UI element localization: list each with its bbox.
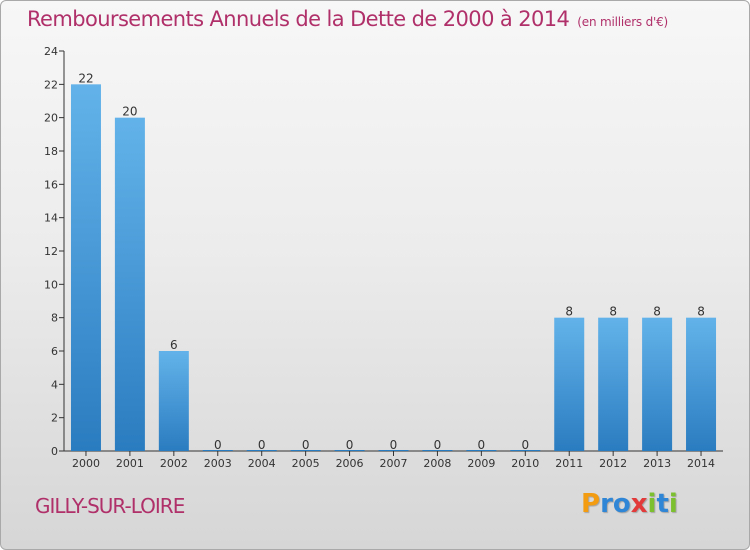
bar-2006 <box>334 450 365 451</box>
y-tick-label-8: 8 <box>51 312 58 325</box>
logo-letter-6: i <box>668 489 678 519</box>
bar-2007 <box>378 450 409 451</box>
bar-2010 <box>510 450 541 451</box>
x-tick-label-2010: 2010 <box>511 457 539 470</box>
x-tick-label-2002: 2002 <box>160 457 188 470</box>
y-tick-label-22: 22 <box>44 78 58 91</box>
y-tick-label-20: 20 <box>44 112 58 125</box>
data-label-2003: 0 <box>214 438 222 452</box>
y-tick-label-10: 10 <box>44 278 58 291</box>
y-tick-label-0: 0 <box>51 445 58 458</box>
x-tick-label-2003: 2003 <box>204 457 232 470</box>
proxiti-logo[interactable]: Proxiti <box>581 489 678 519</box>
x-tick-label-2007: 2007 <box>380 457 408 470</box>
data-label-2009: 0 <box>478 438 486 452</box>
data-label-2012: 8 <box>609 305 617 319</box>
chart-title-text: Remboursements Annuels de la Dette de 20… <box>27 7 570 31</box>
data-label-2008: 0 <box>434 438 442 452</box>
y-tick-label-24: 24 <box>44 45 58 58</box>
logo-letter-1: r <box>600 489 613 519</box>
y-tick-label-16: 16 <box>44 178 58 191</box>
chart-title: Remboursements Annuels de la Dette de 20… <box>27 7 668 31</box>
logo-letter-0: P <box>581 489 601 519</box>
x-tick-label-2004: 2004 <box>248 457 276 470</box>
bar-2002 <box>158 351 189 451</box>
y-tick-label-18: 18 <box>44 145 58 158</box>
bar-2013 <box>642 317 673 451</box>
logo-letter-2: o <box>612 489 631 519</box>
x-tick-label-2014: 2014 <box>687 457 715 470</box>
data-label-2002: 6 <box>170 338 178 352</box>
chart-subtitle: (en milliers d'€) <box>577 15 669 29</box>
bar-2014 <box>686 317 717 451</box>
x-tick-label-2001: 2001 <box>116 457 144 470</box>
x-tick-label-2000: 2000 <box>72 457 100 470</box>
y-tick-label-14: 14 <box>44 212 58 225</box>
x-tick-label-2012: 2012 <box>599 457 627 470</box>
data-label-2001: 20 <box>122 105 137 119</box>
data-label-2000: 22 <box>78 71 93 85</box>
chart-labels: 22 20 6 0 0 0 0 0 0 0 0 8 8 8 8 <box>78 71 705 452</box>
x-tick-label-2013: 2013 <box>643 457 671 470</box>
bar-2004 <box>246 450 277 451</box>
y-tick-label-2: 2 <box>51 412 58 425</box>
data-label-2010: 0 <box>521 438 529 452</box>
logo-letter-3: x <box>630 489 648 519</box>
bar-2009 <box>466 450 497 451</box>
bar-2012 <box>598 317 629 451</box>
bar-2008 <box>422 450 453 451</box>
x-tick-label-2005: 2005 <box>292 457 320 470</box>
data-label-2004: 0 <box>258 438 266 452</box>
logo-letter-5: t <box>656 489 669 519</box>
data-label-2007: 0 <box>390 438 398 452</box>
x-tick-label-2011: 2011 <box>555 457 583 470</box>
data-label-2014: 8 <box>697 305 705 319</box>
data-label-2006: 0 <box>346 438 354 452</box>
x-tick-label-2006: 2006 <box>336 457 364 470</box>
data-label-2013: 8 <box>653 305 661 319</box>
bar-2001 <box>114 117 145 452</box>
bar-2005 <box>290 450 321 451</box>
x-tick-label-2009: 2009 <box>467 457 495 470</box>
chart-bars <box>70 84 717 452</box>
y-tick-label-6: 6 <box>51 345 58 358</box>
bar-2003 <box>202 450 233 451</box>
logo-letter-4: i <box>647 489 657 519</box>
y-tick-label-4: 4 <box>51 378 58 391</box>
bar-2000 <box>70 84 101 451</box>
commune-name: GILLY-SUR-LOIRE <box>35 494 185 518</box>
data-label-2011: 8 <box>565 305 573 319</box>
bar-2011 <box>554 317 585 451</box>
data-label-2005: 0 <box>302 438 310 452</box>
x-tick-label-2008: 2008 <box>423 457 451 470</box>
y-tick-label-12: 12 <box>44 245 58 258</box>
